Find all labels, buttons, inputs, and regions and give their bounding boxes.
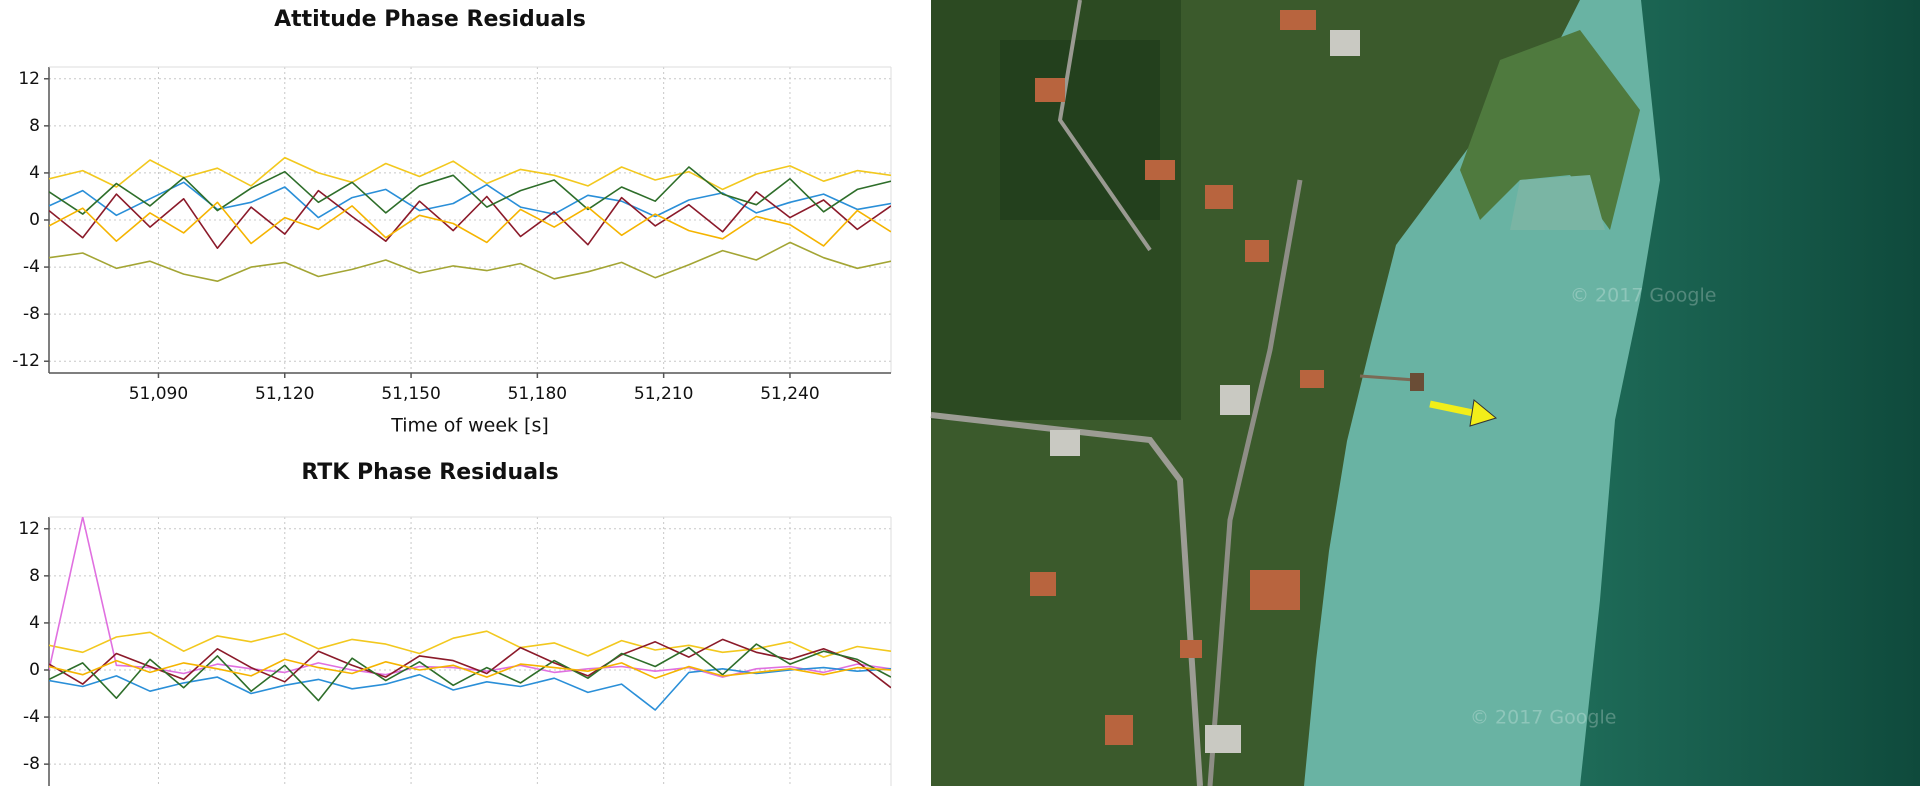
x-tick-label: 51,090 bbox=[129, 384, 188, 404]
road bbox=[1057, 0, 1152, 252]
buildings bbox=[1050, 30, 1360, 753]
chart-title: RTK Phase Residuals bbox=[301, 460, 558, 485]
road bbox=[930, 412, 1203, 787]
deep-water bbox=[1580, 0, 1920, 786]
boathouse bbox=[1410, 373, 1424, 391]
y-tick-label: 4 bbox=[29, 163, 40, 183]
x-tick-label: 51,150 bbox=[381, 384, 440, 404]
shallow-water bbox=[1510, 175, 1605, 230]
y-tick-label: 0 bbox=[29, 660, 40, 680]
charts: Attitude Phase Residuals -12 -8 -4 0 4 8 12 51,0… bbox=[12, 7, 892, 786]
chart: RTK Phase Residuals -8 -4 0 4 8 12 bbox=[18, 460, 892, 786]
y-tick-label: -12 bbox=[12, 351, 40, 371]
heading-arrow bbox=[1429, 400, 1479, 418]
pier bbox=[1359, 374, 1416, 382]
series-line bbox=[49, 166, 891, 215]
series-line bbox=[49, 156, 891, 191]
x-tick-label: 51,180 bbox=[508, 384, 567, 404]
y-tick-label: -8 bbox=[23, 754, 40, 774]
y-tick-label: -4 bbox=[23, 257, 40, 277]
x-tick-label: 51,120 bbox=[255, 384, 314, 404]
y-tick-label: 12 bbox=[18, 69, 40, 89]
y-tick-label: 12 bbox=[18, 519, 40, 539]
series-line bbox=[49, 517, 891, 678]
road bbox=[1207, 179, 1303, 787]
forest bbox=[1000, 40, 1160, 220]
series-line bbox=[49, 241, 891, 282]
series-line bbox=[49, 201, 891, 247]
y-tick-label: 8 bbox=[29, 566, 40, 586]
y-tick-label: 8 bbox=[29, 116, 40, 136]
houses bbox=[1030, 10, 1324, 745]
series-line bbox=[49, 658, 891, 679]
y-tick-label: -4 bbox=[23, 707, 40, 727]
x-tick-label: 51,210 bbox=[634, 384, 693, 404]
satellite-map[interactable]: © 2017 Google © 2017 Google bbox=[930, 0, 1920, 787]
series-line bbox=[49, 181, 891, 219]
y-tick-label: 4 bbox=[29, 613, 40, 633]
chart-title: Attitude Phase Residuals bbox=[274, 7, 586, 32]
chart: Attitude Phase Residuals -12 -8 -4 0 4 8 12 51,0… bbox=[12, 7, 892, 437]
reeds bbox=[1460, 30, 1640, 230]
series-line bbox=[49, 643, 891, 702]
plot-area bbox=[49, 517, 891, 711]
plot-area bbox=[49, 156, 891, 282]
y-tick-label: 0 bbox=[29, 210, 40, 230]
y-tick-label: -8 bbox=[23, 304, 40, 324]
map-watermark: © 2017 Google bbox=[1470, 707, 1616, 729]
x-axis-label: Time of week [s] bbox=[390, 415, 549, 437]
heading-arrow-head bbox=[1469, 399, 1498, 427]
series-line bbox=[49, 189, 891, 249]
map-watermark: © 2017 Google bbox=[1570, 285, 1716, 307]
x-tick-label: 51,240 bbox=[760, 384, 819, 404]
